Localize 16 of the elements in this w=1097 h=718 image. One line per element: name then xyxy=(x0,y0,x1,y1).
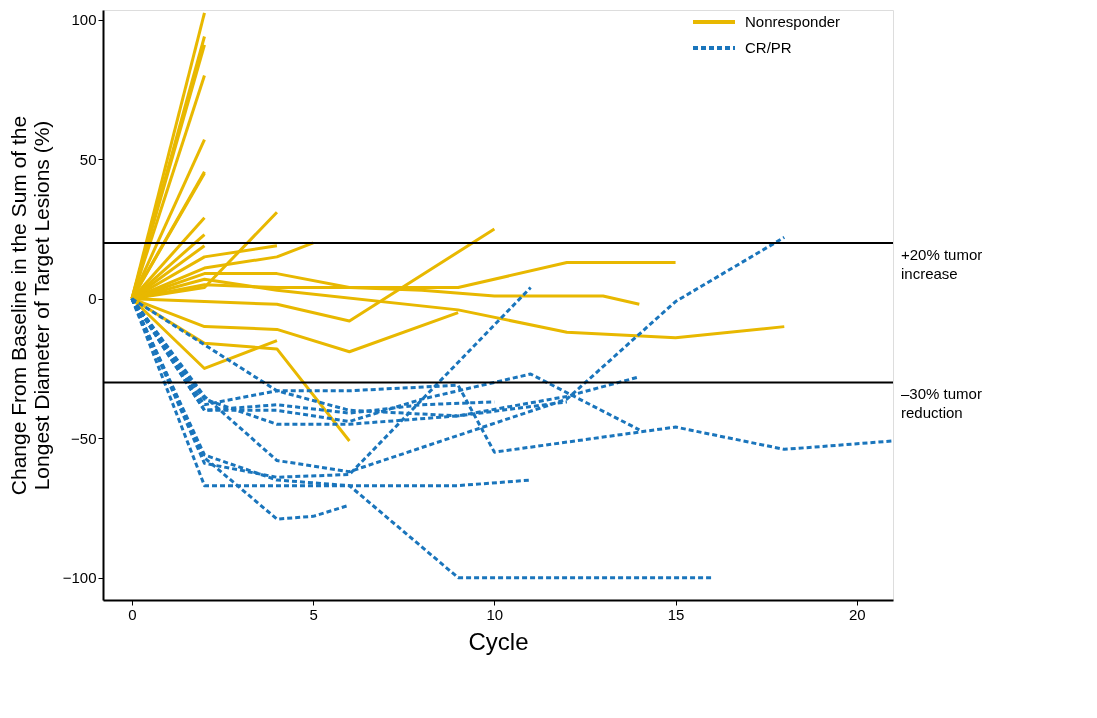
y-axis-title: Change From Baseline in the Sum of the Longest Diameter of Target Lesions (%) xyxy=(6,115,53,496)
x-tick-label: 15 xyxy=(667,605,685,623)
y-tick-label: 100 xyxy=(71,11,97,29)
ref-line-label: +20% tumor increase xyxy=(901,245,983,282)
y-tick-label: 0 xyxy=(88,290,97,308)
ref-line-label: –30% tumor reduction xyxy=(901,385,982,422)
y-tick-label: 50 xyxy=(79,150,97,168)
x-tick-label: 5 xyxy=(309,605,318,623)
y-tick-label: −50 xyxy=(71,429,97,447)
y-tick-label: −100 xyxy=(62,569,97,587)
x-axis-title: Cycle xyxy=(468,627,529,655)
legend-label: Nonresponder xyxy=(745,13,841,30)
x-tick-label: 20 xyxy=(848,605,866,623)
x-tick-label: 10 xyxy=(486,605,504,623)
legend-label: CR/PR xyxy=(745,39,792,56)
x-tick-label: 0 xyxy=(128,605,137,623)
